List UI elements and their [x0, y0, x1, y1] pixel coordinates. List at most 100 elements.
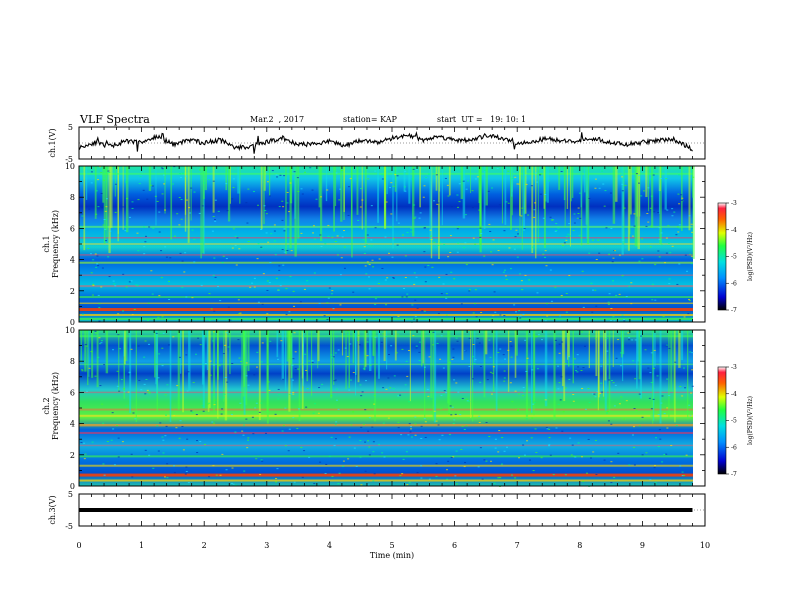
ch1-spec-speckle	[667, 225, 670, 227]
ch2-spec-speckle	[201, 405, 204, 407]
ch2-spec-colorbar-tick-label: -6	[731, 444, 737, 451]
ch2-spec-speckle	[652, 398, 655, 400]
ch1-spec-burst	[510, 166, 513, 230]
ch2-spec-speckle	[368, 417, 371, 419]
ch2-spec-speckle	[661, 461, 664, 463]
ch1-spec-speckle	[231, 247, 234, 249]
ch1-spec-speckle	[212, 216, 215, 218]
ch2-spec-speckle	[628, 337, 631, 339]
ch1-spec-speckle	[161, 316, 164, 318]
ch1-spec-speckle	[548, 180, 551, 182]
ch2-spec-speckle	[454, 413, 457, 415]
ch2-spec-burst	[289, 330, 292, 364]
ch2-spec-speckle	[625, 400, 628, 402]
ch1-spec-burst	[364, 166, 367, 243]
figure-title: VLF Spectra	[80, 113, 150, 126]
ch1-spec-speckle	[101, 267, 104, 269]
ch2-spec-speckle	[525, 418, 528, 420]
ch2-spec-speckle	[428, 356, 431, 358]
ch1-spec-speckle	[160, 250, 163, 252]
ch2-spec-speckle	[420, 465, 423, 467]
ch2-spec-speckle	[352, 372, 355, 374]
ch1-spec-burst	[621, 166, 624, 255]
ch1-spec-speckle	[151, 293, 154, 295]
ch1-spec-speckle	[578, 192, 581, 194]
ch1-spec-speckle	[103, 219, 106, 221]
ch1-spec-speckle	[691, 231, 694, 233]
ch2-spec-speckle	[501, 437, 504, 439]
ch1-spec-speckle	[678, 224, 681, 226]
ch1-spec-speckle	[413, 217, 416, 219]
ch1-spec-speckle	[283, 230, 286, 232]
ch2-spec-burst	[372, 330, 374, 356]
ch2-spec-speckle	[284, 407, 287, 409]
ch1-wave-trace	[78, 130, 693, 154]
ch1-spec-speckle	[214, 199, 217, 201]
ch2-spec-speckle	[606, 350, 609, 352]
ch1-spec-burst	[408, 166, 411, 204]
ch1-spec-speckle	[100, 286, 103, 288]
ch2-spec-burst	[483, 330, 486, 398]
ch1-spec-speckle	[389, 227, 392, 229]
ch1-spec-speckle	[474, 303, 477, 305]
ch2-spec-speckle	[245, 362, 248, 364]
ch1-spec-speckle	[457, 242, 460, 244]
ch1-spec-speckle	[131, 313, 134, 315]
ch1-spec-speckle	[266, 313, 269, 315]
ch1-spec-speckle	[438, 276, 441, 278]
ch1-spec-speckle	[563, 242, 566, 244]
ch2-spec-speckle	[666, 407, 669, 409]
ch1-spec-speckle	[81, 313, 84, 315]
ch1-spec-speckle	[340, 257, 343, 259]
ch2-spec-speckle	[418, 351, 421, 353]
ch2-spec-speckle	[478, 415, 481, 417]
ch1-spec-speckle	[598, 252, 601, 254]
ch1-spec-speckle	[368, 276, 371, 278]
ch1-spec-speckle	[231, 198, 234, 200]
ch2-spec-speckle	[293, 481, 296, 483]
ch2-spec-speckle	[212, 422, 215, 424]
ch1-spec-burst	[429, 166, 432, 240]
ch2-spec-speckle	[601, 391, 604, 393]
ch1-spec-speckle	[315, 198, 318, 200]
ch2-spec-burst	[91, 330, 94, 378]
ch2-spec-speckle	[359, 456, 362, 458]
ch2-spec-speckle	[557, 388, 560, 390]
ch2-spec-speckle	[599, 392, 602, 394]
ch2-spec-speckle	[548, 444, 551, 446]
ch2-spec-speckle	[679, 465, 682, 467]
ch1-spec-burst	[586, 166, 588, 239]
ch2-spec-speckle	[404, 384, 407, 386]
ch2-spec-speckle	[218, 365, 221, 367]
ch2-spec-speckle	[127, 391, 130, 393]
ch2-spec-speckle	[504, 358, 507, 360]
ch2-spec-speckle	[683, 474, 686, 476]
ch2-spec-speckle	[443, 390, 446, 392]
ch1-spec-speckle	[442, 283, 445, 285]
ch1-spec-burst	[615, 166, 618, 202]
ch1-spec-speckle	[671, 245, 674, 247]
ch1-spec-speckle	[555, 230, 558, 232]
ch1-spec-speckle	[128, 281, 131, 283]
ch2-spec-speckle	[364, 441, 367, 443]
ch1-spec-burst	[187, 166, 190, 243]
ch2-spec-speckle	[463, 428, 466, 430]
ch2-spec-speckle	[588, 402, 591, 404]
ch2-spec-speckle	[239, 402, 242, 404]
ch1-spec-speckle	[449, 235, 452, 237]
ch2-spec-speckle	[685, 454, 688, 456]
ch1-spec-speckle	[235, 264, 238, 266]
ch2-spec-speckle	[654, 482, 657, 484]
ch2-spec-burst	[241, 330, 243, 410]
ch2-spec-ytick-label: 0	[70, 482, 75, 491]
ch2-spec-burst	[461, 330, 464, 361]
ch1-spec-speckle	[447, 195, 450, 197]
ch1-spec-speckle	[343, 246, 346, 248]
ch1-spec-burst	[239, 166, 241, 204]
ch1-spec-speckle	[158, 295, 161, 297]
ch1-spec-speckle	[105, 198, 108, 200]
ch2-spec-band	[79, 391, 693, 394]
ch2-spec-speckle	[88, 367, 91, 369]
ch1-spec-speckle	[95, 213, 98, 215]
ch1-spec-speckle	[578, 235, 581, 237]
